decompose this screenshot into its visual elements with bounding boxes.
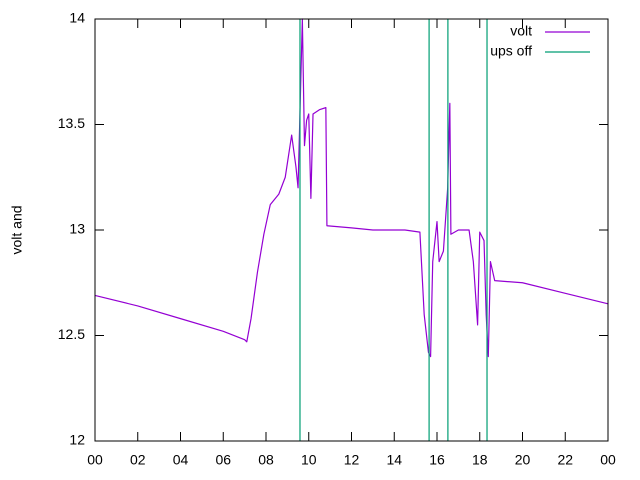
x-tick-label: 00	[87, 452, 103, 468]
y-tick-label: 13	[69, 221, 85, 237]
x-tick-label: 12	[344, 452, 360, 468]
x-tick-label: 16	[429, 452, 445, 468]
x-tick-label: 04	[173, 452, 189, 468]
x-tick-label: 08	[258, 452, 274, 468]
x-tick-label: 06	[215, 452, 231, 468]
x-tick-label: 10	[301, 452, 317, 468]
legend-label: ups off	[490, 43, 532, 59]
x-tick-label: 02	[130, 452, 146, 468]
y-tick-label: 12.5	[58, 326, 85, 342]
x-tick-label: 22	[557, 452, 573, 468]
plot-frame	[94, 18, 609, 442]
line-series	[94, 18, 609, 358]
y-tick-label: 14	[69, 10, 85, 26]
legend-label: volt	[510, 23, 532, 39]
x-tick-label: 14	[386, 452, 402, 468]
y-axis-label: volt and	[9, 205, 25, 254]
y-tick-label: 12	[69, 432, 85, 448]
x-tick-label: 20	[515, 452, 531, 468]
y-tick-label: 13.5	[58, 115, 85, 131]
x-tick-label: 18	[472, 452, 488, 468]
x-tick-label: 00	[600, 452, 616, 468]
